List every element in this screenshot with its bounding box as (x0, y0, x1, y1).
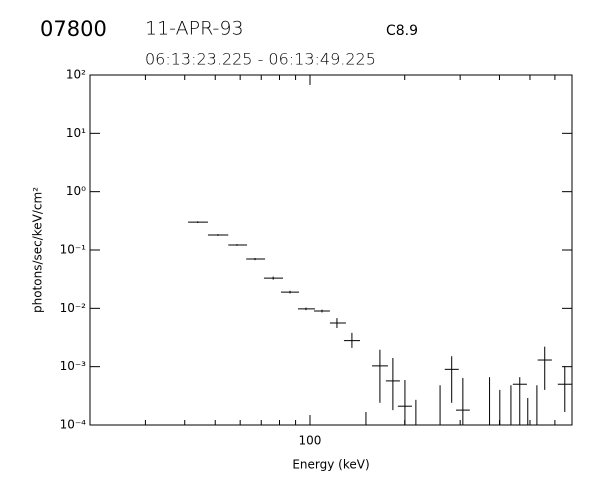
y-tick-label: 10⁻¹ (60, 243, 87, 257)
plot-frame (89, 74, 573, 426)
y-tick-label: 10⁻² (60, 301, 87, 315)
y-tick-label: 10¹ (66, 126, 86, 140)
y-axis-label: photons/sec/keV/cm² (31, 187, 45, 313)
x-tick-label: 100 (299, 434, 322, 448)
header-id: 07800 (40, 17, 107, 41)
header-date: 11-APR-93 (145, 18, 244, 40)
y-tick-label: 10⁻³ (60, 359, 87, 373)
y-tick-label: 10⁰ (66, 184, 86, 198)
x-axis-label: Energy (keV) (292, 458, 369, 472)
header-class: C8.9 (386, 23, 418, 39)
y-tick-label: 10² (66, 68, 86, 82)
y-tick-label: 10⁻⁴ (60, 418, 87, 432)
header-interval: 06:13:23.225 - 06:13:49.225 (145, 50, 376, 69)
